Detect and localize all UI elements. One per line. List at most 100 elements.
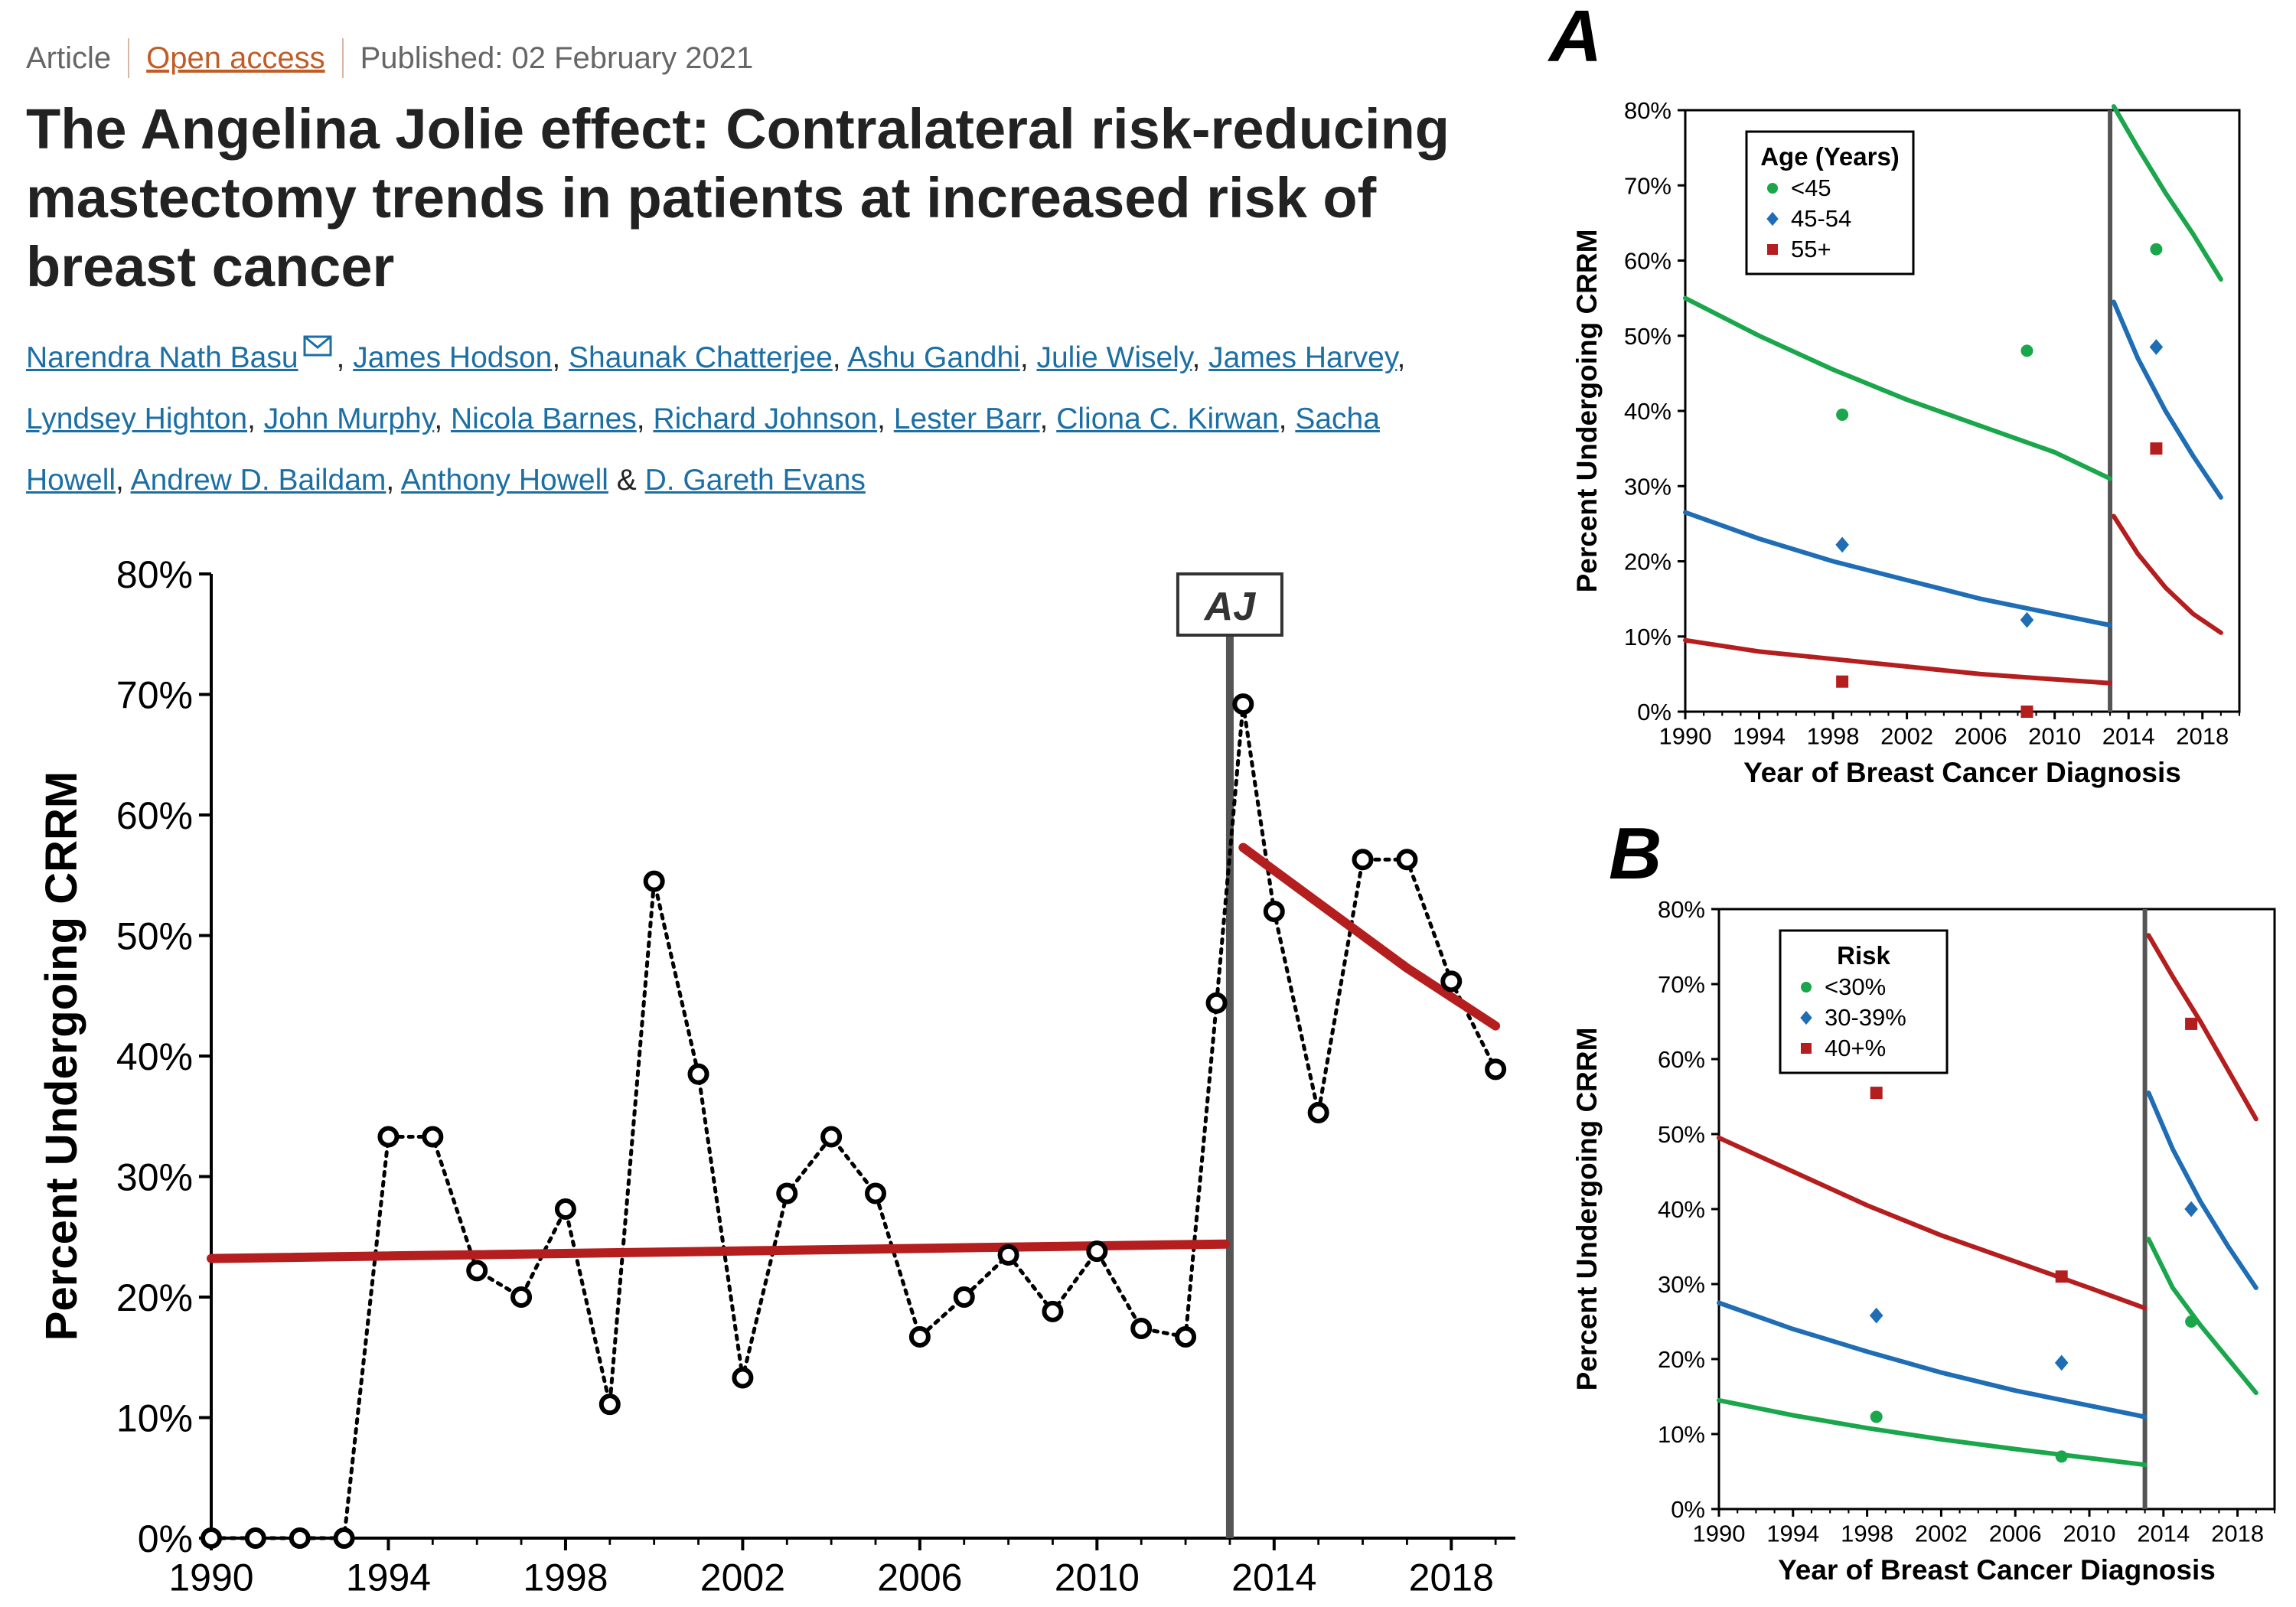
y-tick-label: 60% (116, 794, 193, 837)
y-tick-label: 0% (1637, 699, 1671, 725)
panel-b-chart: B 0% 10% 20% 30% 40% 50% 60% 70% 80% 1990 1994 1998 2… (1571, 813, 2276, 1586)
author-link[interactable]: Sacha Howell (26, 403, 1380, 497)
fit-curve (1683, 295, 2113, 481)
data-point (1485, 1058, 1507, 1081)
data-point (953, 1286, 975, 1308)
data-point (2054, 1354, 2069, 1371)
data-point (1175, 1325, 1197, 1348)
data-point (2184, 1201, 2198, 1217)
data-point (1801, 1043, 1812, 1054)
x-tick-label: 2018 (2176, 723, 2229, 750)
fit-curve (2146, 1090, 2258, 1290)
x-tick-label: 2010 (1055, 1556, 1140, 1599)
author-link[interactable]: Cliona C. Kirwan (1056, 403, 1279, 435)
author-link[interactable]: Andrew D. Baildam (130, 464, 386, 497)
author-link[interactable]: Lyndsey Highton (26, 403, 248, 435)
author-link[interactable]: John Murphy (263, 403, 435, 435)
data-point (2149, 339, 2164, 355)
y-tick-label: 70% (116, 674, 193, 717)
series-dotted-line (209, 703, 1498, 1540)
data-point (732, 1367, 754, 1389)
x-tick-label: 2014 (1231, 1556, 1316, 1599)
author-link[interactable]: Anthony Howell (400, 464, 608, 497)
data-point (687, 1063, 709, 1085)
y-tick-label: 50% (116, 915, 193, 958)
legend-entry: 30-39% (1825, 1004, 1906, 1031)
legend-entry: 55+ (1791, 236, 1831, 262)
article-title: The Angelina Jolie effect: Contralateral… (26, 97, 1450, 298)
y-tick-label: 10% (116, 1397, 193, 1440)
fit-curve (2111, 513, 2223, 635)
y-tick-label: 80% (1658, 896, 1705, 923)
author-link[interactable]: James Hodson (353, 341, 553, 374)
author-link[interactable]: Lester Barr (893, 403, 1040, 435)
y-axis-label: Percent Undergoing CRRM (1571, 1028, 1603, 1391)
data-point (598, 1393, 621, 1416)
legend-title: Risk (1837, 941, 1890, 970)
x-tick-label: 1990 (1659, 723, 1712, 750)
x-axis-label: Year of Breast Cancer Diagnosis (1778, 1554, 2216, 1586)
data-point (643, 870, 665, 892)
author-list: Narendra Nath Basu, James Hodson, Shauna… (26, 328, 1480, 511)
data-point (1767, 244, 1778, 255)
trend-line (1238, 843, 1501, 1031)
data-point (908, 1325, 931, 1348)
data-point (244, 1527, 266, 1549)
y-tick-label: 40% (116, 1035, 193, 1078)
y-axis-label: Percent Undergoing CRRM (1571, 230, 1603, 593)
fit-curve (1717, 1397, 2148, 1468)
y-tick-label: 20% (1624, 549, 1671, 575)
data-point (1835, 536, 1849, 553)
envelope-icon[interactable] (303, 335, 334, 358)
data-point (2185, 1017, 2198, 1030)
author-link[interactable]: D. Gareth Evans (644, 464, 866, 497)
fit-curve (2111, 104, 2223, 282)
data-point (2020, 611, 2034, 628)
data-point (1307, 1102, 1329, 1124)
author-link[interactable]: Richard Johnson (653, 403, 878, 435)
y-axis-label: Percent Undergoing CRRM (37, 771, 86, 1341)
y-tick-label: 0% (1671, 1496, 1705, 1523)
data-point (1870, 1087, 1883, 1100)
data-point (1352, 849, 1374, 871)
x-tick-label: 2018 (1409, 1556, 1494, 1599)
x-tick-label: 2014 (2137, 1521, 2190, 1547)
y-tick-label: 70% (1658, 971, 1705, 998)
author-link[interactable]: Shaunak Chatterjee (569, 341, 833, 374)
data-point (820, 1126, 843, 1148)
data-point (201, 1527, 222, 1549)
y-tick-label: 10% (1658, 1421, 1705, 1448)
data-point (1767, 183, 1778, 194)
y-tick-label: 10% (1624, 624, 1671, 650)
open-access-link[interactable]: Open access (146, 41, 325, 75)
data-point (1869, 1307, 1883, 1324)
legend-entry: 45-54 (1791, 205, 1851, 232)
y-tick-label: 30% (1658, 1271, 1705, 1298)
x-tick-label: 2006 (1955, 723, 2007, 750)
x-tick-label: 1998 (1807, 723, 1860, 750)
x-tick-label: 2006 (877, 1556, 962, 1599)
x-tick-label: 2018 (2211, 1521, 2264, 1547)
y-tick-label: 40% (1658, 1196, 1705, 1223)
legend-title: Age (Years) (1760, 142, 1900, 171)
data-point (1440, 970, 1463, 993)
data-point (289, 1527, 311, 1549)
data-point (1232, 693, 1254, 715)
data-point (1801, 982, 1812, 993)
x-tick-label: 2002 (1915, 1521, 1968, 1547)
author-link[interactable]: Ashu Gandhi (847, 341, 1020, 374)
author-link[interactable]: Narendra Nath Basu (26, 341, 298, 374)
x-tick-label: 1994 (1766, 1521, 1819, 1547)
legend-entry: <30% (1825, 973, 1886, 1000)
aj-annotation-box (1176, 572, 1283, 637)
author-link[interactable]: James Harvey (1208, 341, 1397, 374)
x-tick-label: 1998 (523, 1556, 608, 1599)
y-tick-label: 50% (1624, 323, 1671, 350)
data-point (997, 1244, 1019, 1266)
data-point (333, 1527, 355, 1549)
author-link[interactable]: Julie Wisely (1036, 341, 1192, 374)
data-point (2020, 344, 2033, 357)
x-tick-label: 2014 (2102, 723, 2155, 750)
author-link[interactable]: Nicola Barnes (450, 403, 637, 435)
y-tick-label: 60% (1658, 1046, 1705, 1073)
